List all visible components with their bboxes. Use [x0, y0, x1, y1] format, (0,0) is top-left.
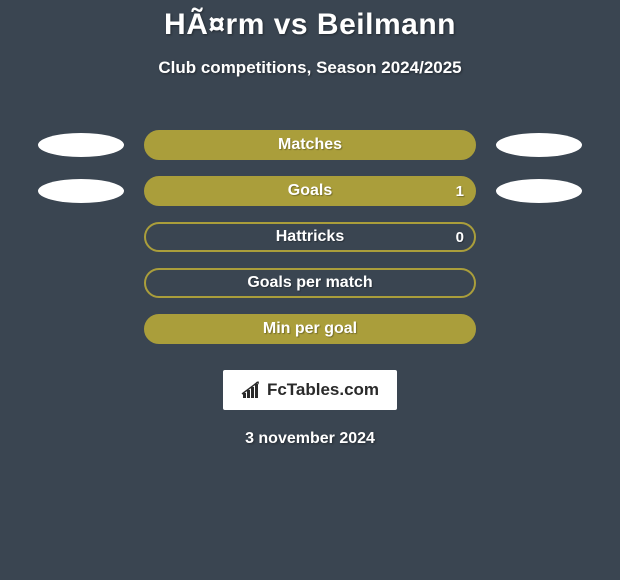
stat-row: Matches [0, 122, 620, 168]
right-value-ellipse [496, 179, 582, 203]
stat-label: Goals [288, 182, 332, 200]
brand-text: FcTables.com [267, 380, 379, 400]
footer: FcTables.com 3 november 2024 [0, 370, 620, 448]
stat-row: Goals 1 [0, 168, 620, 214]
comparison-infographic: HÃ¤rm vs Beilmann Club competitions, Sea… [0, 0, 620, 448]
stat-value-right: 1 [456, 183, 464, 200]
stat-bar: Goals per match [144, 268, 476, 298]
subtitle: Club competitions, Season 2024/2025 [0, 58, 620, 78]
stat-label: Hattricks [276, 228, 344, 246]
stat-bar: Goals 1 [144, 176, 476, 206]
brand-box: FcTables.com [223, 370, 397, 410]
bar-chart-icon [241, 381, 263, 399]
page-title: HÃ¤rm vs Beilmann [0, 8, 620, 42]
stat-bar: Matches [144, 130, 476, 160]
stat-row: Hattricks 0 [0, 214, 620, 260]
left-value-ellipse [38, 179, 124, 203]
stat-row: Min per goal [0, 306, 620, 352]
stat-label: Min per goal [263, 320, 357, 338]
stat-label: Matches [278, 136, 342, 154]
stat-bar: Min per goal [144, 314, 476, 344]
stat-row: Goals per match [0, 260, 620, 306]
date-text: 3 november 2024 [245, 430, 375, 448]
stat-label: Goals per match [247, 274, 372, 292]
right-value-ellipse [496, 133, 582, 157]
stat-rows: Matches Goals 1 Hattricks 0 Goals per match Mi… [0, 122, 620, 352]
left-value-ellipse [38, 133, 124, 157]
stat-bar: Hattricks 0 [144, 222, 476, 252]
stat-value-right: 0 [456, 229, 464, 246]
